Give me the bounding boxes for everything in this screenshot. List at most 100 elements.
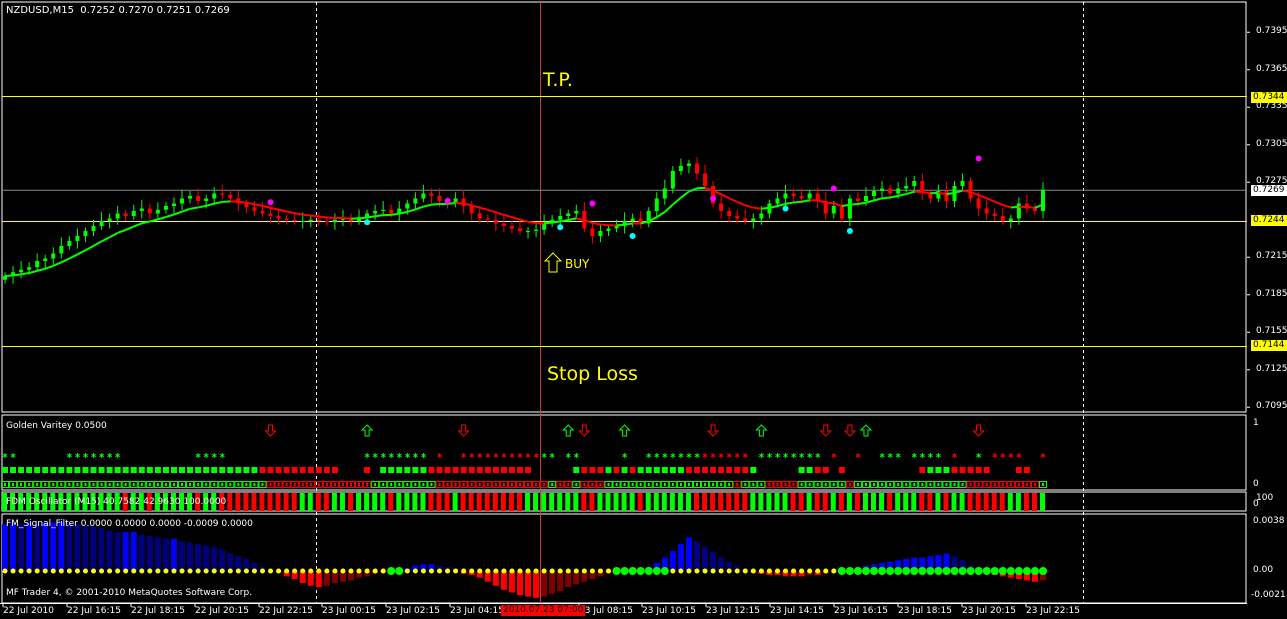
trend-box-mark bbox=[92, 483, 95, 486]
ma-segment bbox=[664, 203, 674, 213]
fdm-bar bbox=[927, 493, 933, 511]
fdm-bar bbox=[42, 493, 48, 511]
fdm-bar bbox=[82, 493, 88, 511]
fdm-bar bbox=[621, 493, 627, 511]
fdm-bar bbox=[710, 493, 716, 511]
fm-signal-dot bbox=[734, 568, 740, 574]
fm-signal-dot bbox=[428, 568, 434, 574]
time-axis-label: 22 Jul 2010 bbox=[3, 606, 54, 616]
ma-segment bbox=[101, 236, 111, 243]
fdm-bar bbox=[34, 493, 40, 511]
candle-body bbox=[180, 198, 185, 204]
trend-box bbox=[347, 481, 355, 488]
fm-histogram-bar bbox=[356, 571, 363, 578]
fm-histogram-bar bbox=[943, 553, 950, 571]
fm-histogram-bar bbox=[1040, 571, 1046, 581]
trend-star: ∗ bbox=[774, 451, 781, 460]
fm-signal-dot bbox=[179, 568, 185, 574]
trend-box-mark bbox=[816, 483, 819, 486]
fm-signal-dot bbox=[147, 568, 153, 574]
fdm-bar bbox=[967, 493, 973, 511]
ma-segment bbox=[584, 219, 593, 224]
trend-box-mark bbox=[494, 483, 497, 486]
ma-segment bbox=[889, 194, 899, 199]
fm-signal-dot bbox=[918, 567, 927, 575]
trend-box-mark bbox=[881, 483, 884, 486]
trend-star: ∗ bbox=[195, 451, 202, 460]
fm-histogram-bar bbox=[935, 554, 942, 571]
fdm-bar bbox=[525, 493, 531, 511]
fdm-bar bbox=[476, 493, 482, 511]
ma-segment bbox=[205, 202, 215, 207]
trend-box bbox=[958, 481, 967, 488]
trend-box-mark bbox=[647, 483, 650, 486]
trend-star: ∗ bbox=[525, 451, 532, 460]
trend-box-mark bbox=[446, 483, 449, 486]
trend-box bbox=[467, 481, 476, 488]
trend-box-mark bbox=[317, 483, 320, 486]
ma-segment bbox=[922, 191, 931, 195]
ma-segment bbox=[44, 264, 54, 270]
fm-signal-dot bbox=[332, 568, 338, 574]
fm-signal-dot bbox=[525, 568, 531, 574]
fm-histogram-bar bbox=[661, 557, 668, 571]
trend-box bbox=[73, 481, 82, 488]
fm-histogram-bar bbox=[428, 564, 435, 571]
trend-box-mark bbox=[12, 483, 15, 486]
price-axis-label: 0.7305 bbox=[1256, 138, 1287, 149]
ma-segment bbox=[568, 217, 577, 221]
buy-signal-dot bbox=[557, 224, 564, 231]
trend-box bbox=[499, 481, 508, 488]
trend-box bbox=[242, 481, 251, 488]
fm-signal-dot bbox=[412, 568, 418, 574]
trend-star: ∗ bbox=[694, 451, 701, 460]
trend-box bbox=[829, 481, 838, 488]
trend-box bbox=[749, 481, 758, 488]
trend-star: ∗ bbox=[82, 451, 89, 460]
trend-square bbox=[251, 467, 258, 473]
fm-histogram-bar bbox=[251, 562, 258, 571]
fm-histogram-bar bbox=[299, 571, 306, 584]
price-levels[interactable] bbox=[2, 96, 1247, 347]
fdm-bar bbox=[484, 493, 490, 511]
fm-histogram-bar bbox=[179, 541, 186, 571]
fdm-bar bbox=[2, 493, 7, 511]
candle-body bbox=[260, 211, 265, 214]
ma-segment bbox=[1002, 204, 1012, 209]
fdm-bar bbox=[1023, 493, 1029, 511]
trend-box-mark bbox=[905, 483, 908, 486]
trend-square bbox=[380, 467, 387, 473]
ma-segment bbox=[366, 215, 376, 219]
fm-signal-dot bbox=[831, 568, 837, 574]
trend-box-mark bbox=[390, 483, 393, 486]
fdm-bar bbox=[315, 493, 321, 511]
trend-box bbox=[701, 481, 710, 488]
trend-square bbox=[734, 467, 741, 473]
trend-box-mark bbox=[44, 483, 47, 486]
trend-square bbox=[935, 467, 942, 473]
trend-square bbox=[525, 467, 532, 473]
candle-body bbox=[228, 194, 233, 199]
trend-star: ∗ bbox=[686, 451, 693, 460]
ma-segment bbox=[865, 199, 875, 204]
candle-body bbox=[461, 198, 466, 206]
fm-signal-dot bbox=[372, 568, 378, 574]
fdm-bar bbox=[211, 493, 217, 511]
panel-frame bbox=[1, 414, 1247, 491]
candle-body bbox=[984, 208, 989, 214]
arrow-up-icon bbox=[755, 424, 768, 437]
signal-dots bbox=[267, 155, 982, 239]
candle-body bbox=[928, 193, 933, 199]
trend-star: ∗ bbox=[219, 451, 226, 460]
sell-signal-dot bbox=[589, 200, 596, 207]
trend-square bbox=[951, 467, 958, 473]
trend-square bbox=[508, 467, 515, 473]
time-highlight-tag: 2010.07.23 07:00 bbox=[501, 605, 586, 616]
trend-star: ∗ bbox=[806, 451, 813, 460]
trend-box bbox=[419, 481, 428, 488]
fm-histogram-bar bbox=[702, 546, 709, 571]
candle-body bbox=[59, 246, 64, 254]
trend-star: ∗ bbox=[758, 451, 765, 460]
fm-histogram-bar bbox=[162, 538, 169, 571]
